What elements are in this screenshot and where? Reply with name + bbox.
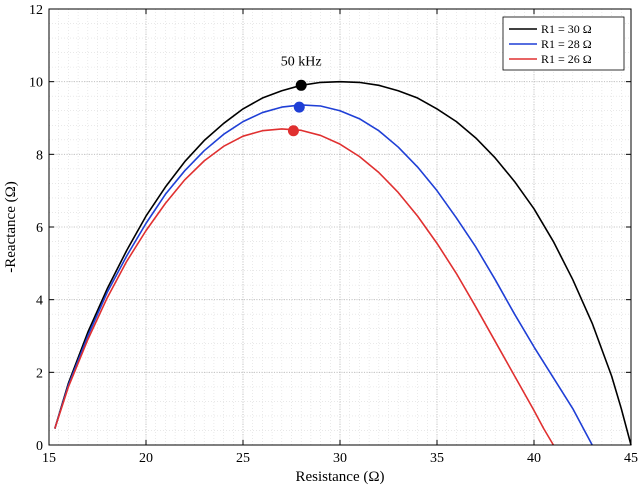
y-tick-label: 4 bbox=[36, 294, 43, 309]
series-marker-1 bbox=[295, 79, 307, 91]
x-tick-label: 30 bbox=[333, 451, 347, 466]
y-tick-label: 12 bbox=[29, 3, 43, 18]
x-tick-label: 20 bbox=[139, 451, 153, 466]
legend-label-3: R1 = 26 Ω bbox=[541, 52, 592, 66]
y-axis-title: -Reactance (Ω) bbox=[3, 181, 19, 273]
x-tick-label: 25 bbox=[236, 451, 250, 466]
plot-area: 50 kHz 15 20 25 30 35 40 45 0 2 4 6 8 10 12 Resistance … bbox=[3, 3, 638, 485]
series-line-2 bbox=[54, 104, 593, 446]
series-line-3 bbox=[54, 128, 555, 446]
x-tick-label: 15 bbox=[42, 451, 56, 466]
x-tick-label: 40 bbox=[527, 451, 541, 466]
series-marker-3 bbox=[287, 125, 299, 137]
y-tick-label: 2 bbox=[36, 366, 43, 381]
x-axis-title: Resistance (Ω) bbox=[295, 469, 384, 485]
legend-label-1: R1 = 30 Ω bbox=[541, 22, 592, 36]
y-tick-label: 0 bbox=[36, 439, 43, 454]
y-tick-label: 10 bbox=[29, 76, 43, 91]
x-tick-label: 45 bbox=[624, 451, 638, 466]
series-line-1 bbox=[54, 80, 632, 446]
y-tick-label: 8 bbox=[36, 148, 43, 163]
annotation-label: 50 kHz bbox=[281, 54, 322, 69]
x-tick-label: 35 bbox=[430, 451, 444, 466]
series-marker-2 bbox=[293, 101, 305, 113]
legend-label-2: R1 = 28 Ω bbox=[541, 37, 592, 51]
y-tick-label: 6 bbox=[36, 221, 43, 236]
